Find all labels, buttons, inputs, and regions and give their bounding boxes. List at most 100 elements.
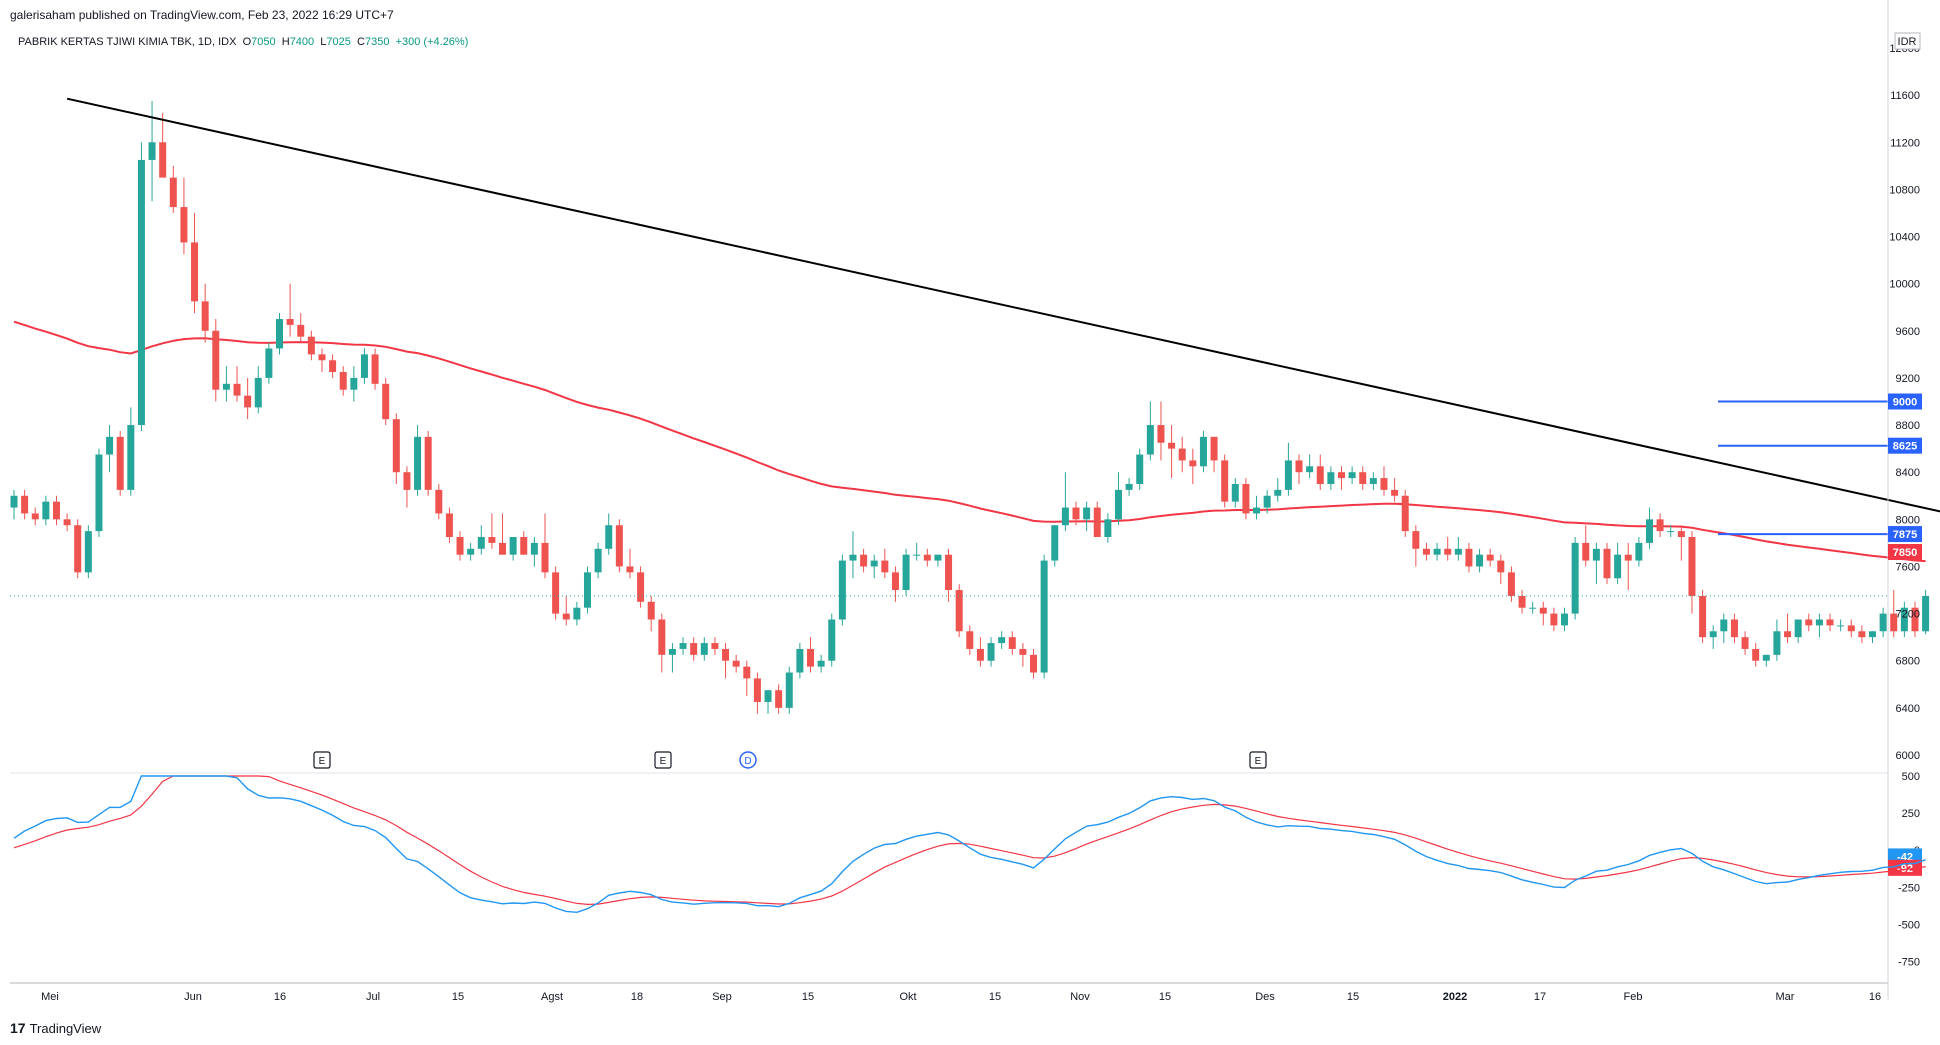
- candle: [583, 566, 591, 614]
- price-level-label: 7875: [1893, 529, 1917, 541]
- candle: [1890, 590, 1898, 638]
- candle: [1847, 619, 1855, 638]
- candle: [732, 654, 740, 673]
- candle: [509, 537, 517, 561]
- candle: [212, 319, 220, 402]
- candle: [1072, 501, 1080, 526]
- candle: [966, 625, 974, 655]
- candle: [1019, 643, 1027, 667]
- candle: [1008, 631, 1016, 655]
- price-tick: 10800: [1889, 184, 1920, 196]
- candle: [1476, 548, 1484, 573]
- trendline[interactable]: [66, 97, 1940, 602]
- candle: [329, 354, 337, 378]
- candle: [106, 425, 114, 473]
- price-tick: 10000: [1889, 279, 1920, 291]
- dividend-marker[interactable]: D: [739, 751, 757, 769]
- candle: [902, 548, 910, 596]
- candle: [785, 666, 793, 714]
- macd-signal-line: [13, 775, 1926, 906]
- candle: [1688, 531, 1696, 614]
- candle: [1784, 613, 1792, 644]
- candle: [796, 643, 804, 679]
- time-axis[interactable]: Mei Jun 16 Jul 15 Agst 18 Sep 15 Okt 15 Nov 15 Des 15 2…: [41, 991, 1881, 1003]
- candle: [753, 672, 761, 714]
- candle: [520, 531, 528, 555]
- macd-tick: -750: [1898, 956, 1920, 968]
- open-value: 7050: [251, 36, 276, 48]
- time-tick: Des: [1255, 991, 1275, 1003]
- candle: [1168, 425, 1176, 479]
- candle: [1295, 454, 1303, 484]
- grid-lines: [10, 772, 1888, 984]
- candle: [1624, 542, 1632, 591]
- price-tick: 7600: [1896, 561, 1920, 573]
- candle: [1826, 613, 1834, 632]
- candles-layer: [10, 101, 1930, 714]
- currency-label: IDR: [1898, 36, 1917, 48]
- candle: [1667, 525, 1675, 538]
- candle: [690, 637, 698, 661]
- candle: [137, 142, 145, 431]
- time-tick: Feb: [1624, 991, 1643, 1003]
- candle: [297, 313, 305, 343]
- candle: [445, 507, 453, 543]
- candle: [594, 542, 602, 579]
- candle: [392, 413, 400, 484]
- time-tick: 16: [274, 991, 286, 1003]
- candle: [998, 631, 1006, 649]
- price-level-badge: [1888, 437, 1922, 454]
- candle: [1571, 537, 1579, 620]
- candle: [1614, 542, 1622, 585]
- candle: [52, 495, 60, 526]
- candle: [764, 690, 772, 714]
- time-tick: Okt: [899, 991, 916, 1003]
- candle: [573, 601, 581, 626]
- candle: [1677, 525, 1685, 561]
- candle: [233, 366, 241, 402]
- low-label: L: [320, 36, 327, 48]
- candle: [1454, 537, 1462, 561]
- time-tick: Agst: [541, 991, 563, 1003]
- price-tick: 6400: [1896, 703, 1920, 715]
- earnings-marker[interactable]: E: [654, 751, 672, 769]
- candle: [637, 566, 645, 608]
- earnings-marker[interactable]: E: [313, 751, 331, 769]
- candle: [700, 637, 708, 661]
- candle: [647, 595, 655, 632]
- candle: [116, 430, 124, 496]
- low-value: 7025: [326, 36, 351, 48]
- candle: [870, 554, 878, 579]
- svg-text:E: E: [1255, 756, 1262, 767]
- candle: [945, 548, 953, 602]
- price-tick: 10400: [1889, 232, 1920, 244]
- candle: [1401, 489, 1409, 538]
- candle: [84, 525, 92, 579]
- candle: [1146, 401, 1154, 461]
- time-tick: Sep: [712, 991, 732, 1003]
- candle: [1422, 542, 1430, 561]
- candle: [435, 483, 443, 520]
- candle: [976, 637, 984, 667]
- price-tick: 8400: [1896, 467, 1920, 479]
- footer-brand: 17 TradingView: [10, 1020, 101, 1036]
- candle: [424, 430, 432, 496]
- candle: [1221, 454, 1229, 508]
- price-level-label: 8625: [1893, 441, 1917, 453]
- candle: [1815, 613, 1823, 638]
- symbol-legend: PABRIK KERTAS TJIWI KIMIA TBK, 1D, IDX O…: [18, 36, 468, 48]
- price-axis[interactable]: 1200011600112001080010400100009600920088…: [1887, 0, 1922, 1000]
- candle: [414, 425, 422, 496]
- candle: [1518, 590, 1526, 614]
- time-tick: 18: [631, 991, 643, 1003]
- candle: [31, 507, 39, 526]
- candle: [891, 566, 899, 602]
- earnings-marker[interactable]: E: [1249, 751, 1267, 769]
- candle: [1486, 548, 1494, 567]
- time-tick: Mar: [1776, 991, 1795, 1003]
- price-tick: 11200: [1890, 137, 1920, 149]
- macd-tick: 500: [1902, 771, 1920, 783]
- candle: [658, 613, 666, 673]
- candle: [1433, 542, 1441, 561]
